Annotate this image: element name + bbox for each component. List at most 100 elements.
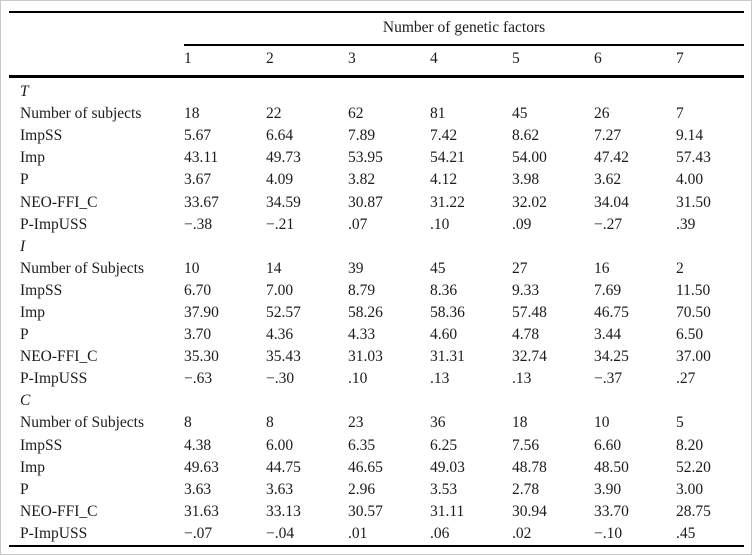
data-cell: 4.12 <box>430 171 458 189</box>
data-cell: 3.90 <box>594 480 622 498</box>
data-cell: 31.63 <box>184 502 219 520</box>
data-cell: 8.36 <box>430 281 458 299</box>
data-cell: 3.63 <box>266 480 294 498</box>
data-cell: −.37 <box>594 370 623 388</box>
data-cell: 49.63 <box>184 458 219 476</box>
data-cell: 6.60 <box>594 436 622 454</box>
row-label: P-ImpUSS <box>20 215 88 233</box>
column-header: 4 <box>430 45 512 78</box>
data-cell: 6.64 <box>266 127 294 145</box>
table-row: P-ImpUSS −.07 −.04.01.06.02 −.10.45 <box>9 522 745 547</box>
table-body: T Number of subjects 18 22 62 81 45 26 7 ImpSS 5.6… <box>9 77 745 547</box>
empty-cell <box>430 236 512 258</box>
empty-cell <box>266 390 348 412</box>
data-cell: 14 <box>266 259 282 277</box>
data-cell: 33.13 <box>266 502 301 520</box>
data-cell: 30.57 <box>348 502 383 520</box>
data-cell: 46.65 <box>348 458 383 476</box>
row-label: ImpSS <box>20 436 63 454</box>
section-label: C <box>20 392 31 410</box>
table-row: Number of subjects 18 22 62 81 45 26 7 <box>9 103 744 125</box>
data-cell: 30.87 <box>348 193 383 211</box>
data-cell: 6.00 <box>266 436 294 454</box>
data-cell: 8.62 <box>512 127 540 145</box>
data-cell: 8 <box>184 414 192 432</box>
data-cell: 7.27 <box>594 127 622 145</box>
data-cell: 5 <box>676 414 684 432</box>
data-cell: 11.50 <box>676 281 711 299</box>
empty-cell <box>184 236 266 258</box>
empty-cell <box>266 236 348 258</box>
data-cell: 5.67 <box>184 127 212 145</box>
data-cell: 7.00 <box>266 281 294 299</box>
empty-cell <box>676 390 744 412</box>
data-cell: 9.33 <box>512 281 540 299</box>
empty-cell <box>512 236 594 258</box>
data-cell: 45 <box>430 259 446 277</box>
row-label: Imp <box>20 458 45 476</box>
data-cell: 34.25 <box>594 348 629 366</box>
table-row: ImpSS 4.38 6.00 6.35 6.25 7.56 6.60 8.20 <box>9 435 744 457</box>
row-label: P-ImpUSS <box>9 522 184 547</box>
data-cell: 37.00 <box>676 348 711 366</box>
row-label: Number of Subjects <box>20 414 144 432</box>
table-row: NEO-FFI_C 33.67 34.59 30.87 31.22 32.02 34.04 3… <box>9 191 744 213</box>
data-cell: 30.94 <box>512 502 547 520</box>
data-cell: −.04 <box>266 522 348 547</box>
data-cell: .10 <box>430 215 450 233</box>
row-label: P <box>20 171 29 189</box>
data-cell: 32.02 <box>512 193 547 211</box>
row-label: Number of Subjects <box>20 259 144 277</box>
data-cell: 54.00 <box>512 149 547 167</box>
empty-cell <box>430 390 512 412</box>
table-row: P 3.63 3.63 2.96 3.53 2.78 3.90 3.00 <box>9 479 744 501</box>
data-cell: −.27 <box>594 215 623 233</box>
data-cell: 46.75 <box>594 303 629 321</box>
data-cell: 7 <box>676 105 684 123</box>
data-cell: 4.36 <box>266 326 294 344</box>
data-cell: 4.38 <box>184 436 212 454</box>
table-row: Number of Subjects 10 14 39 45 27 16 2 <box>9 258 744 280</box>
data-cell: 22 <box>266 105 282 123</box>
table-row: P 3.70 4.36 4.33 4.60 4.78 3.44 6.50 <box>9 324 744 346</box>
data-cell: 7.56 <box>512 436 540 454</box>
data-cell: 3.70 <box>184 326 212 344</box>
table-row: ImpSS 5.67 6.64 7.89 7.42 8.62 7.27 9.14 <box>9 125 744 147</box>
data-cell: 4.60 <box>430 326 458 344</box>
data-cell: 58.26 <box>348 303 383 321</box>
data-cell: 31.03 <box>348 348 383 366</box>
data-cell: 31.50 <box>676 193 711 211</box>
empty-cell <box>348 77 430 104</box>
empty-cell <box>676 236 744 258</box>
section-row: I <box>9 236 744 258</box>
data-cell: −.38 <box>184 215 213 233</box>
table-row: Number of Subjects 8 8 23 36 18 10 5 <box>9 412 744 434</box>
data-cell: 33.67 <box>184 193 219 211</box>
data-cell: 35.30 <box>184 348 219 366</box>
empty-cell <box>184 77 266 104</box>
empty-cell <box>430 77 512 104</box>
data-cell: 33.70 <box>594 502 629 520</box>
data-cell: 36 <box>430 414 446 432</box>
data-cell: 48.50 <box>594 458 629 476</box>
row-label: NEO-FFI_C <box>20 193 98 211</box>
data-cell: 4.00 <box>676 171 704 189</box>
data-cell: 3.82 <box>348 171 376 189</box>
table-row: P 3.67 4.09 3.82 4.12 3.98 3.62 4.00 <box>9 169 744 191</box>
data-cell: 47.42 <box>594 149 629 167</box>
data-cell: .06 <box>430 522 512 547</box>
table-row: NEO-FFI_C 35.30 35.43 31.03 31.31 32.74 34.25 3… <box>9 346 744 368</box>
data-cell: 54.21 <box>430 149 465 167</box>
data-cell: 39 <box>348 259 364 277</box>
table-row: ImpSS 6.70 7.00 8.79 8.36 9.33 7.69 11.50 <box>9 280 744 302</box>
spanner-row: Number of genetic factors <box>9 12 745 46</box>
table-row: Imp 37.90 52.57 58.26 58.36 57.48 46.75 70.50 <box>9 302 744 324</box>
data-cell: 44.75 <box>266 458 301 476</box>
data-cell: 6.25 <box>430 436 458 454</box>
data-cell: .45 <box>676 522 745 547</box>
section-row: C <box>9 390 744 412</box>
